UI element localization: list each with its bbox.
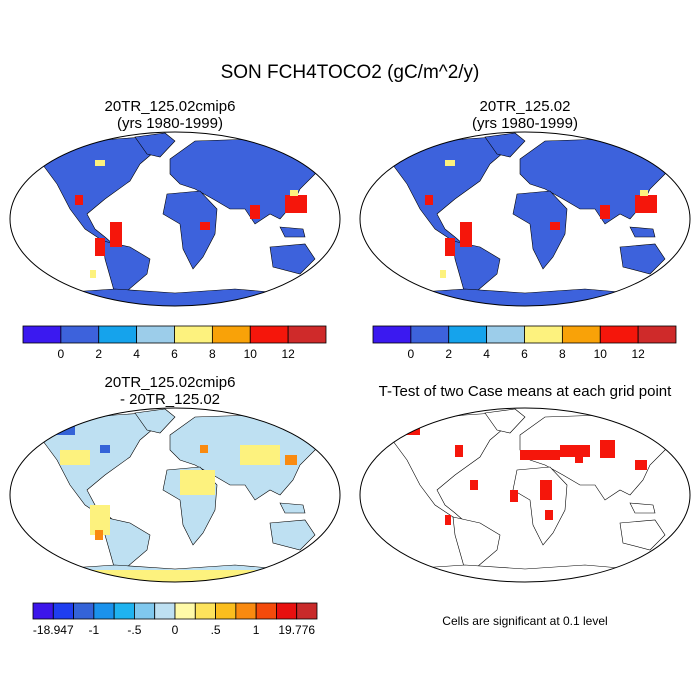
map-panel-4 xyxy=(359,407,691,583)
significance-note: Cells are significant at 0.1 level xyxy=(442,614,608,628)
panel3-title: 20TR_125.02cmip6 - 20TR_125.02 xyxy=(20,374,320,408)
panel1-title-line2: (yrs 1980-1999) xyxy=(117,115,223,132)
map-panel-3 xyxy=(9,407,341,583)
panel4-title: T-Test of two Case means at each grid po… xyxy=(378,383,672,400)
figure-title: SON FCH4TOCO2 (gC/m^2/y) xyxy=(220,62,480,83)
panel3-title-line2: - 20TR_125.02 xyxy=(119,391,221,408)
panel2-title: 20TR_125.02 (yrs 1980-1999) xyxy=(375,98,675,132)
panel2-title-line1: 20TR_125.02 xyxy=(479,98,571,115)
panel2-title-line2: (yrs 1980-1999) xyxy=(472,115,578,132)
panel1-title: 20TR_125.02cmip6 (yrs 1980-1999) xyxy=(20,98,320,132)
map-panel-2 xyxy=(359,131,691,307)
panel3-title-line1: 20TR_125.02cmip6 xyxy=(104,374,236,391)
map-panel-1 xyxy=(9,131,341,307)
panel1-title-line1: 20TR_125.02cmip6 xyxy=(104,98,236,115)
